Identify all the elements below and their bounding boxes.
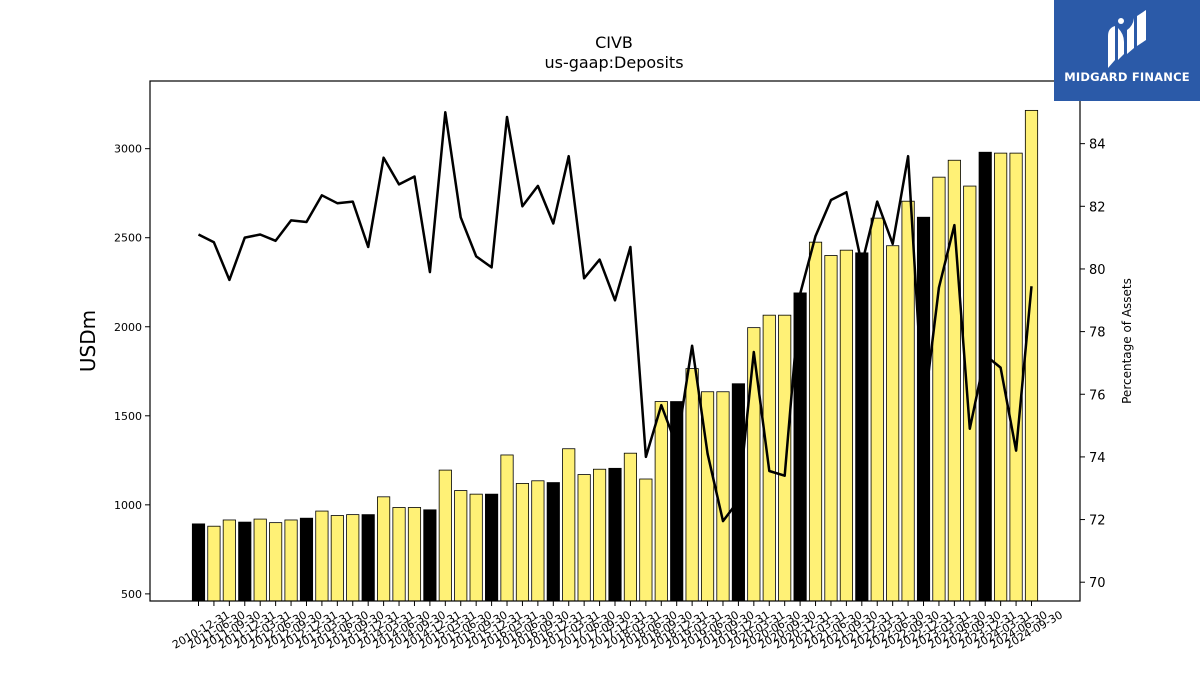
bar: [361, 514, 375, 602]
bar: [454, 490, 468, 602]
bar: [716, 391, 730, 602]
y2-tick-label: 78: [1089, 326, 1106, 341]
bar: [546, 482, 560, 602]
y-tick-label: 3000: [114, 143, 142, 156]
bar: [808, 241, 823, 602]
bar: [994, 152, 1008, 602]
bar: [377, 496, 391, 602]
bar: [438, 469, 452, 602]
bar: [608, 467, 622, 602]
bar: [593, 468, 607, 602]
bar: [284, 519, 298, 602]
y2-tick-label: 74: [1089, 451, 1106, 466]
bar: [1009, 152, 1023, 602]
bar: [639, 478, 653, 602]
y2-tick-label: 84: [1089, 138, 1106, 153]
x-axis: 2010-12-312011-06-302011-09-302011-12-31…: [170, 601, 1065, 652]
y2-tick-label: 72: [1089, 514, 1106, 529]
bar: [269, 522, 283, 602]
y2-tick-label: 76: [1089, 388, 1106, 403]
midgard-finance-logo: MIDGARD FINANCE: [1054, 0, 1200, 101]
bar: [562, 448, 576, 602]
bar: [839, 249, 853, 602]
y-tick-label: 2500: [114, 232, 142, 245]
chart-title: CIVB: [595, 33, 633, 52]
bar: [253, 518, 267, 602]
bar: [346, 514, 360, 602]
logo-mark-icon: [1108, 10, 1146, 68]
bar: [870, 217, 884, 602]
bar: [577, 474, 591, 602]
bar: [762, 314, 776, 602]
bar: [531, 480, 545, 602]
bar: [500, 454, 514, 602]
y-tick-label: 1000: [114, 499, 142, 512]
y2-tick-label: 80: [1089, 263, 1106, 278]
bar: [423, 509, 437, 602]
y-tick-label: 1500: [114, 410, 142, 423]
logo-text: MIDGARD FINANCE: [1064, 70, 1190, 84]
bar: [207, 525, 221, 602]
bar: [299, 517, 314, 602]
bar: [330, 515, 344, 602]
right-axis: 70 72 74 76 78 80 82 84: [1080, 138, 1106, 591]
bar: [886, 245, 900, 602]
y-tick-label: 500: [121, 588, 142, 601]
bar: [407, 507, 422, 602]
bar: [778, 314, 792, 602]
bar: [1024, 109, 1039, 602]
left-axis: 500 1000 1500 2000 2500 3000: [114, 143, 150, 601]
y2-axis-label: Percentage of Assets: [1120, 278, 1134, 404]
bar: [747, 327, 761, 602]
bar: [485, 493, 499, 602]
y2-tick-label: 70: [1089, 576, 1106, 591]
bar: [963, 185, 977, 602]
bar: [901, 200, 915, 602]
bar: [824, 255, 838, 602]
y-tick-label: 2000: [114, 321, 142, 334]
bar: [191, 523, 206, 602]
bar: [238, 521, 252, 602]
bar: [515, 483, 530, 602]
bar: [654, 401, 668, 602]
y2-tick-label: 82: [1089, 200, 1106, 215]
bar: [623, 452, 637, 602]
bar: [469, 493, 483, 602]
bar: [315, 510, 329, 602]
bar: [392, 507, 406, 602]
bar: [222, 519, 236, 602]
y-axis-label: USDm: [76, 310, 100, 372]
bar: [932, 176, 946, 602]
chart-subtitle: us-gaap:Deposits: [544, 53, 683, 72]
bar: [855, 252, 869, 602]
bar: [685, 368, 699, 602]
percentage-line: [197, 111, 1033, 523]
